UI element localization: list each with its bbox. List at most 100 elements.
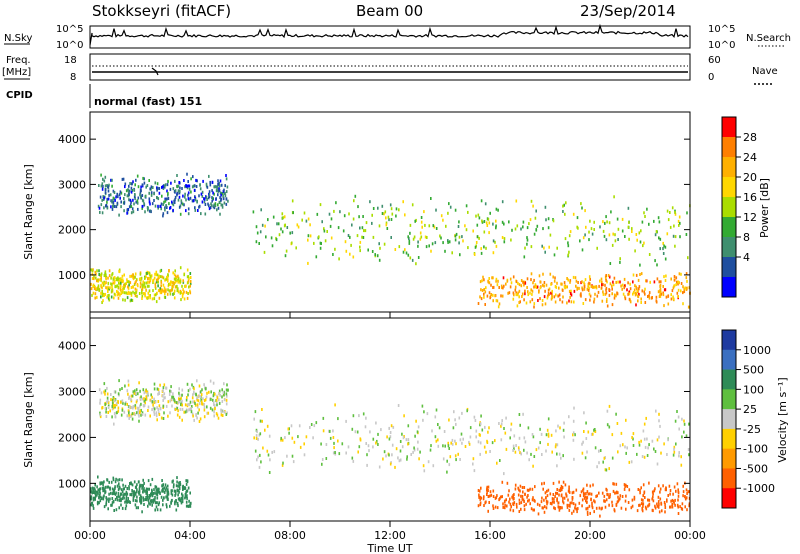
vel-cell-0 — [113, 390, 116, 394]
vel-cell-0 — [222, 390, 225, 394]
power-cell-1 — [166, 279, 169, 283]
vel-cell-0 — [180, 401, 183, 405]
power-cell-3 — [479, 295, 481, 299]
power-cell-1 — [166, 276, 169, 279]
vel-cell-3 — [664, 506, 667, 509]
vel-cell-1 — [97, 491, 99, 495]
vel-cell-3 — [547, 488, 550, 492]
power-cell-0 — [120, 191, 123, 195]
vel-cell-2 — [644, 445, 647, 449]
power-cell-2 — [296, 223, 299, 227]
vel-cell-3 — [658, 503, 660, 506]
power-cell-1 — [105, 281, 107, 285]
power-cell-3 — [653, 280, 656, 284]
vel-cell-1 — [144, 489, 146, 493]
power-cell-3 — [549, 272, 552, 276]
vel-cell-1 — [146, 487, 149, 491]
vel-cell-3 — [527, 488, 530, 492]
power-cell-1 — [117, 296, 120, 300]
power-cell-2 — [581, 206, 583, 210]
vel-cell-2 — [448, 463, 451, 467]
power-cell-2 — [483, 230, 486, 234]
power-cell-3 — [543, 284, 545, 288]
power-cell-0 — [221, 192, 224, 195]
power-cell-0 — [221, 205, 224, 209]
vel-cell-2 — [273, 450, 276, 454]
vel-cell-0 — [121, 399, 124, 403]
vel-cell-3 — [637, 488, 640, 491]
vel-cell-0 — [144, 413, 147, 417]
power-cell-3 — [477, 302, 480, 305]
vel-cell-3 — [486, 493, 488, 496]
vel-cell-2 — [407, 442, 409, 446]
power-cell-1 — [113, 296, 115, 300]
vel-cell-1 — [158, 501, 160, 505]
vel-cell-0 — [139, 389, 141, 393]
vel-cell-2 — [357, 450, 359, 454]
vel-cell-2 — [437, 423, 439, 426]
colorbar-tick-label: -100 — [743, 443, 768, 456]
power-cell-3 — [570, 300, 573, 304]
power-cell-1 — [93, 275, 95, 279]
vel-cell-3 — [572, 509, 575, 513]
vel-cell-2 — [406, 457, 408, 461]
power-cell-2 — [357, 205, 359, 209]
vel-cell-3 — [595, 506, 598, 510]
power-cell-2 — [634, 249, 636, 253]
power-cell-2 — [503, 222, 505, 226]
vel-cell-0 — [200, 398, 202, 402]
power-cell-2 — [576, 225, 578, 229]
vel-cell-0 — [198, 394, 200, 398]
power-cell-1 — [162, 283, 165, 287]
vel-cell-1 — [92, 506, 95, 510]
vel-cell-2 — [547, 442, 549, 446]
power-cell-1 — [96, 269, 98, 273]
vel-cell-3 — [586, 496, 589, 500]
colorbar-swatch — [722, 137, 736, 158]
vel-cell-0 — [153, 382, 156, 386]
power-cell-0 — [167, 193, 169, 197]
power-cell-3 — [637, 278, 640, 282]
vel-cell-3 — [553, 506, 555, 510]
vel-cell-1 — [148, 494, 151, 497]
power-cell-2 — [663, 244, 665, 248]
vel-cell-3 — [542, 487, 544, 491]
vel-cell-3 — [592, 483, 594, 487]
vel-cell-2 — [520, 452, 522, 456]
vel-cell-1 — [174, 502, 176, 506]
vel-cell-3 — [671, 503, 673, 506]
vel-cell-3 — [672, 499, 675, 503]
vel-cell-3 — [568, 503, 570, 507]
vel-cell-3 — [657, 505, 660, 509]
vel-cell-1 — [171, 493, 174, 497]
power-cell-2 — [264, 224, 266, 228]
power-cell-1 — [96, 279, 98, 283]
vel-cell-0 — [184, 410, 187, 414]
power-cell-2 — [328, 212, 331, 216]
power-cell-1 — [131, 299, 134, 302]
vel-cell-2 — [523, 436, 526, 440]
power-cell-1 — [148, 280, 151, 284]
vel-cell-2 — [519, 451, 521, 455]
vel-cell-3 — [541, 496, 543, 500]
vel-cell-3 — [640, 486, 642, 490]
power-cell-2 — [388, 218, 390, 222]
vel-cell-1 — [175, 499, 177, 502]
power-cell-2 — [297, 225, 300, 229]
power-cell-3 — [677, 295, 679, 299]
power-cell-2 — [648, 253, 651, 256]
power-cell-2 — [609, 262, 612, 265]
power-cell-0 — [211, 199, 213, 203]
vel-cell-0 — [188, 408, 190, 412]
power-cell-3 — [639, 273, 641, 276]
vel-cell-0 — [207, 411, 210, 415]
vel-cell-0 — [126, 402, 128, 406]
power-cell-3 — [515, 280, 518, 284]
power-cell-0 — [140, 195, 142, 199]
power-cell-0 — [104, 184, 107, 188]
power-cell-0 — [112, 204, 114, 208]
power-cell-1 — [109, 286, 111, 290]
power-cell-2 — [646, 207, 648, 211]
vel-cell-3 — [586, 490, 589, 494]
power-cell-0 — [162, 187, 165, 190]
